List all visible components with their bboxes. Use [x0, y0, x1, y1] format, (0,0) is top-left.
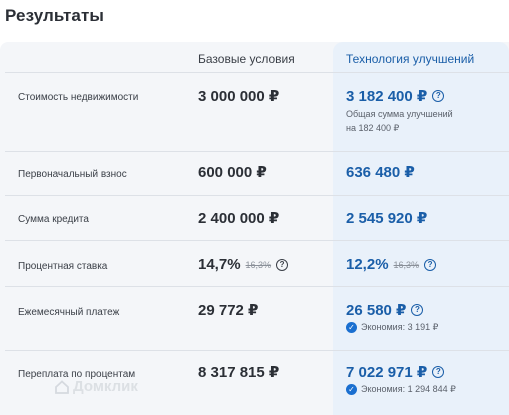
row-divider	[5, 240, 509, 241]
row-label-price: Стоимость недвижимости	[18, 92, 139, 103]
tech-value-price-text: 3 182 400 ₽	[346, 88, 428, 105]
tech-value-monthly: 26 580 ₽ ?	[346, 301, 424, 319]
overpay-savings-text: Экономия: 1 294 844 ₽	[361, 384, 456, 394]
price-improvement-note-line2: на 182 400 ₽	[346, 123, 400, 133]
tech-value-downpayment: 636 480 ₽	[346, 163, 415, 181]
base-value-downpayment: 600 000 ₽	[198, 163, 267, 181]
tech-value-downpayment-text: 636 480 ₽	[346, 164, 415, 181]
row-label-monthly: Ежемесячный платеж	[18, 307, 120, 318]
base-value-downpayment-text: 600 000 ₽	[198, 164, 267, 181]
column-header-tech: Технология улучшений	[346, 52, 475, 66]
tech-value-loan-text: 2 545 920 ₽	[346, 210, 428, 227]
base-value-price: 3 000 000 ₽	[198, 87, 279, 105]
check-circle-icon: ✓	[346, 384, 357, 395]
base-value-rate: 14,7% 16,3% ?	[198, 256, 289, 273]
question-icon[interactable]: ?	[432, 366, 445, 378]
row-label-loan: Сумма кредита	[18, 214, 89, 225]
base-value-rate-old: 16,3%	[245, 259, 272, 270]
row-divider	[5, 195, 509, 196]
header-divider	[5, 72, 509, 73]
base-value-overpay-text: 8 317 815 ₽	[198, 364, 280, 381]
question-icon[interactable]: ?	[424, 258, 437, 271]
monthly-savings: ✓ Экономия: 3 191 ₽	[346, 322, 438, 333]
row-divider	[5, 350, 509, 351]
question-icon[interactable]: ?	[432, 90, 445, 102]
column-header-base: Базовые условия	[198, 52, 295, 66]
row-divider	[5, 151, 509, 152]
tech-value-loan: 2 545 920 ₽	[346, 209, 427, 227]
tech-value-rate-old: 16,3%	[393, 259, 420, 270]
tech-value-monthly-text: 26 580 ₽	[346, 302, 407, 319]
base-value-overpay: 8 317 815 ₽	[198, 363, 279, 381]
page-title: Результаты	[5, 6, 105, 25]
house-logo-icon	[55, 379, 69, 394]
tech-value-rate: 12,2% 16,3% ?	[346, 256, 437, 273]
tech-column-highlight	[333, 42, 509, 415]
question-icon[interactable]: ?	[276, 258, 289, 271]
domclick-watermark: Домклик	[55, 378, 138, 395]
price-improvement-note-line1: Общая сумма улучшений	[346, 109, 453, 119]
tech-value-overpay: 7 022 971 ₽ ?	[346, 363, 445, 381]
tech-value-rate-text: 12,2%	[346, 256, 389, 273]
question-icon[interactable]: ?	[411, 304, 424, 316]
base-value-price-text: 3 000 000 ₽	[198, 88, 280, 105]
watermark-text: Домклик	[73, 378, 138, 395]
base-value-monthly-text: 29 772 ₽	[198, 302, 259, 319]
row-divider	[5, 286, 509, 287]
row-label-downpayment: Первоначальный взнос	[18, 169, 127, 180]
row-label-rate: Процентная ставка	[18, 261, 108, 272]
tech-value-price: 3 182 400 ₽ ?	[346, 87, 445, 105]
base-value-loan-text: 2 400 000 ₽	[198, 210, 280, 227]
base-value-rate-text: 14,7%	[198, 256, 241, 273]
base-value-loan: 2 400 000 ₽	[198, 209, 279, 227]
monthly-savings-text: Экономия: 3 191 ₽	[361, 322, 439, 332]
tech-value-overpay-text: 7 022 971 ₽	[346, 364, 428, 381]
check-circle-icon: ✓	[346, 322, 357, 333]
overpay-savings: ✓ Экономия: 1 294 844 ₽	[346, 384, 456, 395]
base-value-monthly: 29 772 ₽	[198, 301, 258, 319]
row-label-overpay: Переплата по процентам	[18, 369, 136, 380]
